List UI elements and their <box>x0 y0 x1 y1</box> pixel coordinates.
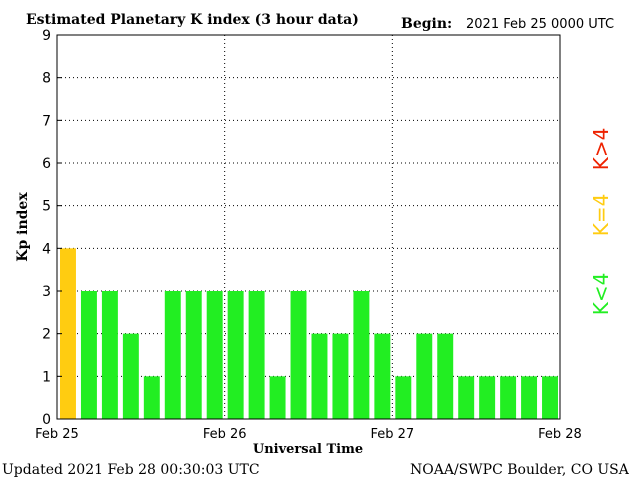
x-tick-labels: Feb 25 Feb 26 Feb 27 Feb 28 <box>35 427 582 442</box>
y-tick-label: 0 <box>42 412 51 428</box>
kp-bar <box>416 333 433 419</box>
kp-bar <box>332 333 349 419</box>
y-tick-label: 9 <box>42 28 51 44</box>
kp-bar <box>164 291 181 419</box>
kp-bar <box>290 291 307 419</box>
y-tick-label: 1 <box>42 369 51 385</box>
kp-bar <box>374 333 391 419</box>
chart-title: Estimated Planetary K index (3 hour data… <box>26 12 359 28</box>
y-tick-label: 3 <box>42 284 51 300</box>
begin-label: Begin: <box>401 16 452 32</box>
legend-entry: K>4 <box>589 128 613 171</box>
source-credit: NOAA/SWPC Boulder, CO USA <box>410 462 630 478</box>
legend-entry: K=4 <box>589 194 613 237</box>
kp-bar <box>80 291 97 419</box>
grid-lines <box>57 35 560 419</box>
kp-bar <box>269 376 286 419</box>
y-tick-labels: 0 1 2 3 4 5 6 7 8 9 <box>42 28 62 428</box>
updated-timestamp: Updated 2021 Feb 28 00:30:03 UTC <box>2 462 260 478</box>
legend-entry: K<4 <box>589 273 613 316</box>
y-tick-label: 8 <box>42 71 51 87</box>
kp-bar <box>206 291 223 419</box>
y-tick-label: 7 <box>42 113 51 129</box>
x-axis-label: Universal Time <box>253 442 363 457</box>
legend: K<4 K=4 K>4 <box>589 128 613 316</box>
kp-bar <box>185 291 202 419</box>
kp-bar <box>311 333 328 419</box>
x-tick-label: Feb 25 <box>35 427 79 442</box>
y-tick-label: 6 <box>42 156 51 172</box>
kp-bar <box>143 376 160 419</box>
kp-bar <box>458 376 475 419</box>
kp-bar <box>353 291 370 419</box>
kp-bar <box>395 376 412 419</box>
y-axis-label: Kp index <box>15 192 31 262</box>
kp-bar <box>479 376 496 419</box>
bars-group <box>60 248 558 419</box>
y-tick-label: 2 <box>42 327 51 343</box>
begin-value: 2021 Feb 25 0000 UTC <box>466 17 614 32</box>
kp-bar <box>521 376 538 419</box>
x-tick-label: Feb 26 <box>203 427 247 442</box>
kp-bar <box>101 291 118 419</box>
plot-frame <box>56 34 561 420</box>
x-tick-label: Feb 27 <box>370 427 414 442</box>
kp-bar <box>248 291 265 419</box>
kp-bar <box>542 376 558 419</box>
kp-bar <box>122 333 139 419</box>
y-tick-label: 4 <box>42 241 51 257</box>
kp-bar <box>437 333 454 419</box>
y-tick-label: 5 <box>42 199 51 215</box>
kp-bar <box>500 376 517 419</box>
kp-bar <box>227 291 244 419</box>
x-tick-label: Feb 28 <box>538 427 582 442</box>
kp-bar <box>60 248 76 419</box>
